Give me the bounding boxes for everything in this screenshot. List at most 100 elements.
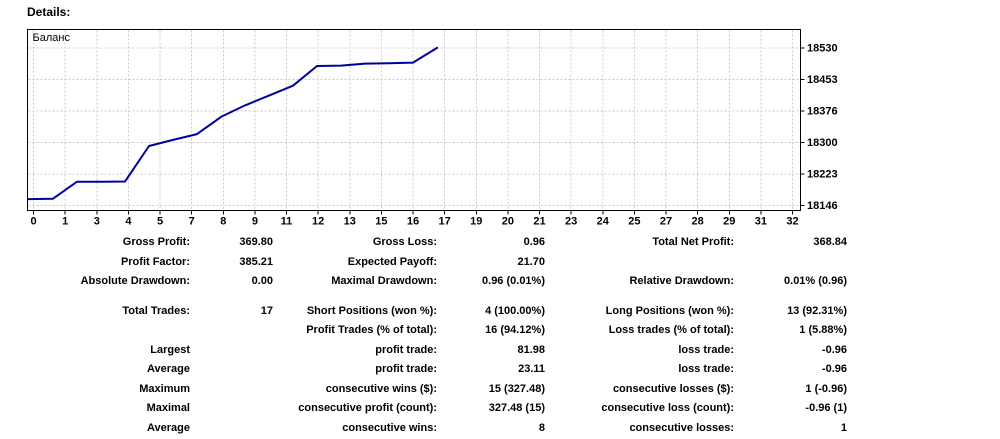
stat-value: 385.21 <box>239 255 273 268</box>
y-tick-label: 18530 <box>807 43 838 55</box>
x-tick-label: 16 <box>407 216 419 228</box>
x-tick-label: 25 <box>628 216 640 228</box>
stat-label: consecutive loss (count): <box>601 402 734 414</box>
stat-label: consecutive wins ($): <box>325 382 437 395</box>
stat-label: Absolute Drawdown: <box>80 275 190 287</box>
x-tick-label: 13 <box>344 216 356 228</box>
x-tick-label: 21 <box>533 216 545 228</box>
stat-value <box>192 341 275 361</box>
stat-value: -0.96 <box>821 343 847 356</box>
stat-label <box>0 321 192 341</box>
x-tick-label: 28 <box>692 216 704 228</box>
stat-label: Long Positions (won %): <box>605 304 734 317</box>
stat-label: Total Net Profit: <box>652 236 734 248</box>
x-tick-label: 3 <box>94 216 100 228</box>
stat-label: Maximum <box>139 382 190 395</box>
x-tick-label: 8 <box>220 216 226 228</box>
balance-line <box>27 46 439 201</box>
stat-value: 23.11 <box>518 363 545 375</box>
stat-label: profit trade: <box>375 363 437 375</box>
x-tick-label: 11 <box>281 216 293 228</box>
stat-value: 0.96 <box>523 236 545 248</box>
x-tick-label: 7 <box>189 216 195 228</box>
stat-value: 13 (92.31%) <box>787 304 847 317</box>
stat-label: profit trade: <box>375 343 437 356</box>
stat-label: loss trade: <box>678 343 734 356</box>
stat-label: Gross Profit: <box>122 236 190 248</box>
stat-label: consecutive wins: <box>342 421 437 434</box>
stat-label: Average <box>146 421 190 434</box>
stat-label <box>547 253 736 273</box>
stat-value: 81.98 <box>517 343 545 356</box>
x-tick-label: 32 <box>786 216 798 228</box>
x-tick-label: 23 <box>565 216 577 228</box>
stat-label: Profit Trades (% of total): <box>306 324 437 336</box>
stat-value: -0.96 (1) <box>805 402 847 414</box>
chart-legend: Баланс <box>33 32 71 44</box>
stat-value: 16 (94.12%) <box>485 324 545 336</box>
stat-label: consecutive losses ($): <box>612 382 734 395</box>
stat-label: Relative Drawdown: <box>629 275 734 287</box>
stat-label: Gross Loss: <box>372 236 437 248</box>
stat-value: -0.96 <box>821 363 847 375</box>
stats-group-1: Gross Profit: 369.80 Gross Loss: 0.96 Total … <box>0 233 849 292</box>
stat-value: 0.00 <box>251 275 273 287</box>
balance-chart: 18530 18453 18376 18300 18223 18146 0 1 3 4 5 7 8 9 11… <box>27 29 838 228</box>
stat-value: 21.70 <box>517 255 545 268</box>
x-tick-label: 17 <box>439 216 451 228</box>
stat-label: loss trade: <box>678 363 734 375</box>
x-tick-label: 29 <box>723 216 735 228</box>
x-tick-label: 1 <box>62 216 68 228</box>
x-tick-label: 12 <box>312 216 324 228</box>
x-tick-label: 24 <box>597 216 610 228</box>
chart-frame <box>27 29 801 211</box>
stat-value <box>192 419 275 439</box>
x-tick-label: 15 <box>375 216 387 228</box>
stat-label: Maximal Drawdown: <box>331 275 437 287</box>
stat-value: 369.80 <box>239 236 273 248</box>
stat-label: Average <box>146 363 190 375</box>
stat-value <box>192 399 275 419</box>
x-tick-label: 20 <box>502 216 514 228</box>
x-tick-label: 0 <box>30 216 36 228</box>
x-tick-label: 4 <box>125 216 132 228</box>
stats-group-2: Total Trades: 17 Short Positions (won %): 4… <box>0 302 849 439</box>
stat-value: 0.01% (0.96) <box>784 275 847 287</box>
stat-label: Expected Payoff: <box>347 255 437 268</box>
x-tick-label: 31 <box>755 216 767 228</box>
stat-value: 1 <box>840 421 847 434</box>
chart-background <box>27 29 801 211</box>
stat-value: 368.84 <box>813 236 847 248</box>
y-tick-label: 18300 <box>807 137 838 149</box>
stat-value: 1 (5.88%) <box>799 324 847 336</box>
stat-value: 1 (-0.96) <box>805 382 847 395</box>
stat-value <box>192 360 275 380</box>
stat-value: 327.48 (15) <box>488 402 545 414</box>
stat-label: consecutive profit (count): <box>298 402 437 414</box>
y-tick-label: 18453 <box>807 74 838 86</box>
stat-value <box>192 380 275 400</box>
stat-value: 4 (100.00%) <box>485 304 545 317</box>
y-tick-label: 18223 <box>807 168 838 180</box>
stat-value: 0.96 (0.01%) <box>482 275 545 287</box>
stat-label: consecutive losses: <box>629 421 734 434</box>
stat-label: Largest <box>150 343 190 356</box>
stat-label: Short Positions (won %): <box>306 304 437 317</box>
stat-value <box>736 253 849 273</box>
page-title: Details: <box>27 5 71 19</box>
stat-label: Total Trades: <box>122 304 190 317</box>
stat-value <box>192 321 275 341</box>
stat-label: Loss trades (% of total): <box>608 324 734 336</box>
y-tick-label: 18146 <box>807 200 838 212</box>
stat-label: Profit Factor: <box>120 255 190 268</box>
stats-table: Gross Profit: 369.80 Gross Loss: 0.96 Total … <box>0 233 849 438</box>
stat-value: 17 <box>260 304 273 317</box>
x-tick-label: 9 <box>252 216 258 228</box>
x-tick-label: 5 <box>157 216 163 228</box>
x-tick-label: 19 <box>470 216 482 228</box>
y-tick-label: 18376 <box>807 106 838 118</box>
stat-label: Maximal <box>146 402 190 414</box>
stat-value: 8 <box>538 421 545 434</box>
